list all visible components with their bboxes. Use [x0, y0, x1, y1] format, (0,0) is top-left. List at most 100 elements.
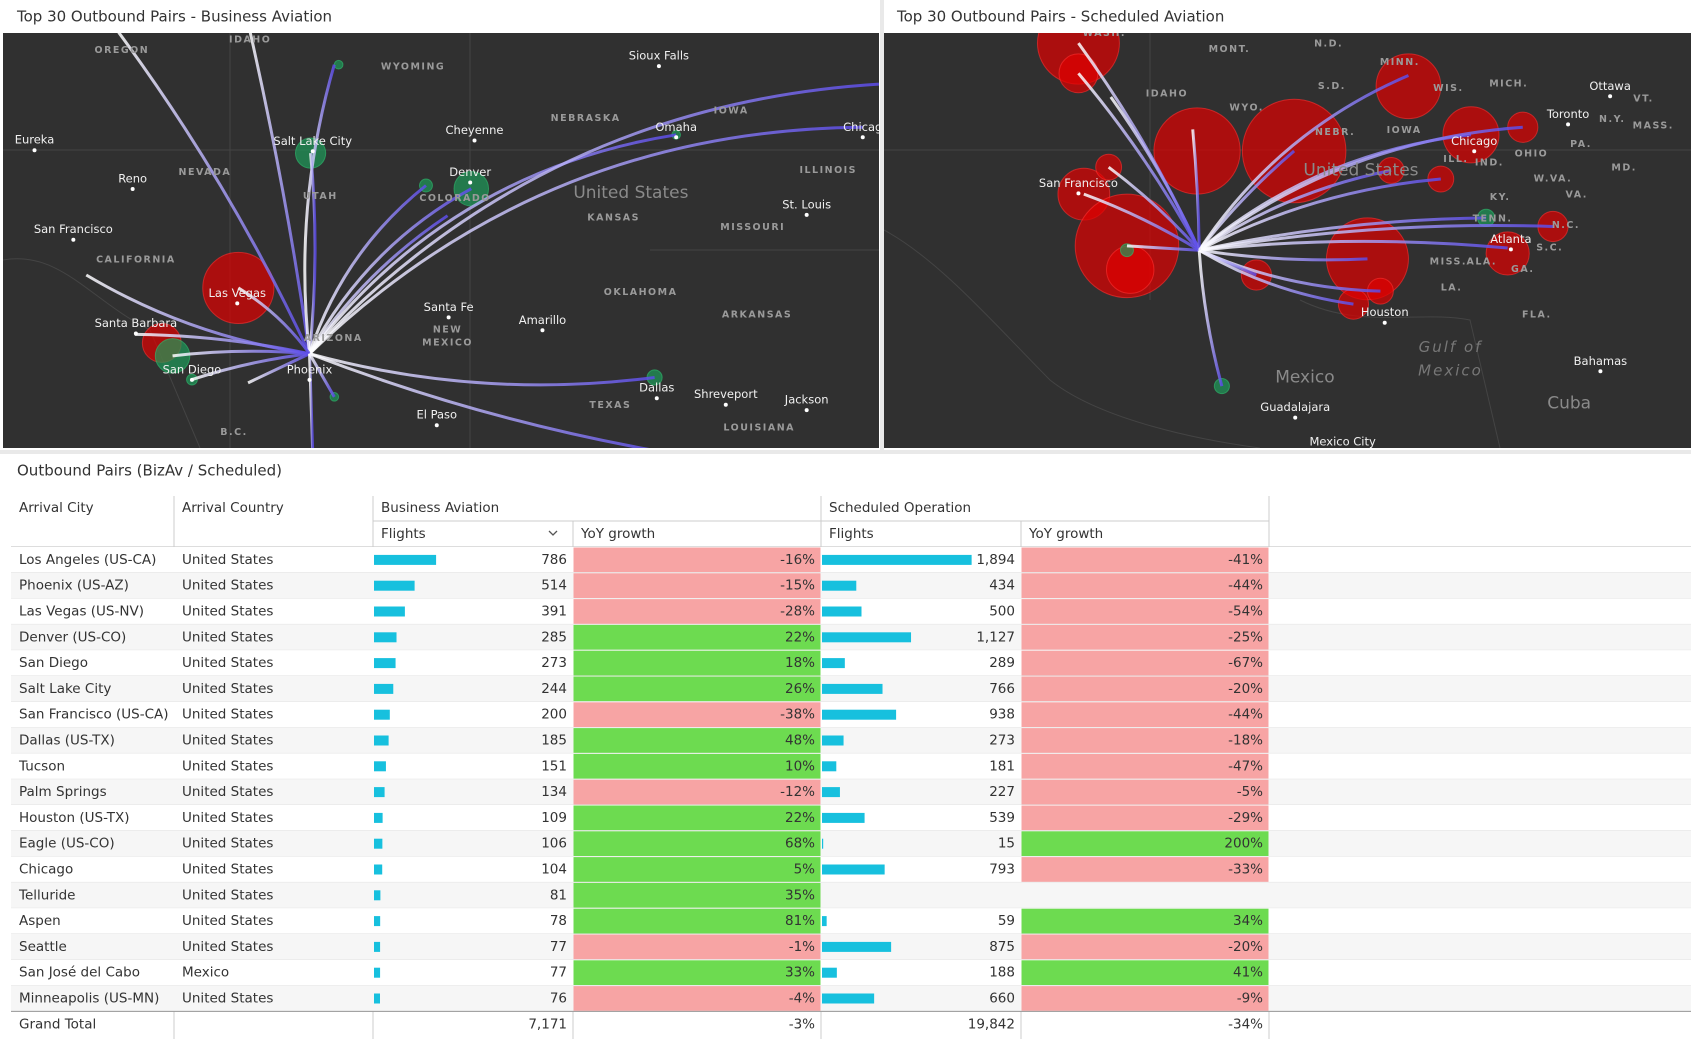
data-bar [374, 761, 386, 772]
cell-growth: 33% [785, 965, 815, 981]
region-label: IDAHO [229, 34, 271, 45]
cell-growth: 22% [785, 629, 815, 645]
region-label: ARKANSAS [722, 309, 792, 320]
cell-city: Denver (US-CO) [19, 629, 126, 645]
region-label: OREGON [95, 45, 150, 56]
growth-cell [1021, 753, 1269, 779]
region-label: NEBRASKA [551, 113, 621, 124]
cell-city: Chicago [19, 862, 73, 878]
flow-arc [1191, 129, 1201, 251]
row-bg [11, 779, 1691, 805]
cell-growth: 26% [785, 681, 815, 697]
city-label: Houston [1361, 305, 1409, 319]
data-bar [374, 709, 390, 720]
region-label: IDAHO [1146, 88, 1188, 99]
cell-growth: -28% [780, 604, 815, 620]
city-label: Las Vegas [209, 286, 267, 300]
flow-arc [308, 352, 650, 448]
region-label: MINN. [1380, 57, 1420, 68]
flow-arc [1199, 248, 1368, 262]
column-header: Flights [381, 526, 426, 542]
city-label: St. Louis [782, 197, 831, 211]
data-bar [374, 606, 405, 617]
flow-arc [191, 352, 310, 382]
growth-cell [573, 753, 821, 779]
cell-growth: -44% [1228, 578, 1263, 594]
flow-arc [1198, 177, 1441, 252]
region-label: OHIO [1515, 149, 1549, 160]
cell-growth: -38% [780, 707, 815, 723]
data-bar [822, 916, 827, 927]
city-label: Eureka [15, 133, 55, 147]
flow-arc [134, 332, 310, 356]
growth-cell [1021, 779, 1269, 805]
cell-growth: -20% [1228, 681, 1263, 697]
region-label: MEXICO [422, 337, 473, 348]
city-label: Cheyenne [446, 123, 504, 137]
flow-arc [308, 82, 879, 355]
region-label: KY. [1490, 192, 1511, 203]
region-label: N.D. [1314, 39, 1343, 50]
city-label: Mexico City [1309, 435, 1376, 449]
data-bar [374, 812, 383, 823]
cell-growth: -41% [1228, 552, 1263, 568]
column-header: Arrival City [19, 500, 94, 516]
cell-city: San Diego [19, 655, 88, 671]
data-bar [374, 864, 383, 875]
row-bg [11, 727, 1691, 754]
flow-arc [1197, 250, 1224, 387]
city-label: Ottawa [1589, 79, 1631, 93]
sort-dropdown [548, 530, 558, 536]
city-dot [1598, 369, 1603, 374]
region-label: MISSOURI [720, 222, 785, 233]
cell-flights: 391 [541, 604, 567, 620]
region-label: MD. [1611, 163, 1636, 174]
data-bar [822, 683, 883, 694]
cell-city: Los Angeles (US-CA) [19, 552, 156, 568]
column-header: Scheduled Operation [829, 500, 971, 516]
flow-arc [1198, 248, 1257, 277]
region-label: LA. [1441, 282, 1463, 293]
city-label: Denver [449, 165, 491, 179]
data-bar [822, 812, 865, 823]
growth-cell [1021, 728, 1269, 753]
cell-growth: -44% [1228, 707, 1263, 723]
data-bar [374, 993, 381, 1004]
cell-flights: 76 [550, 991, 567, 1007]
cell-growth: -18% [1228, 733, 1263, 749]
city-label: Chicago [1451, 134, 1497, 148]
growth-cell [573, 702, 821, 728]
flow-arc [303, 64, 336, 354]
cell-growth: -1% [789, 939, 815, 955]
cell-country: Mexico [182, 965, 229, 981]
column-header: Business Aviation [381, 500, 499, 516]
growth-cell [1021, 573, 1269, 599]
city-label: Bahamas [1574, 354, 1628, 368]
cell-flights: 500 [989, 604, 1015, 620]
cell-flights: 188 [989, 965, 1015, 981]
city-dot [310, 149, 315, 154]
data-bar [374, 967, 381, 978]
flow-arc [308, 184, 427, 355]
city-dot [472, 138, 477, 143]
growth-cell [573, 650, 821, 676]
cell-city: Seattle [19, 939, 67, 955]
cell-growth: -67% [1228, 655, 1263, 671]
cell-flights: 1,127 [976, 629, 1015, 645]
growth-cell [1021, 547, 1269, 573]
cell-city: Dallas (US-TX) [19, 733, 115, 749]
city-dot [130, 187, 135, 192]
cell-growth: -5% [1237, 784, 1263, 800]
region-label: IOWA [714, 106, 749, 117]
data-bar [822, 941, 892, 952]
growth-cell [573, 882, 821, 908]
cell-flights: 59 [998, 913, 1015, 929]
city-dot [1076, 191, 1081, 196]
data-bar [374, 735, 389, 746]
flow-arc [308, 352, 336, 398]
city-label: Shreveport [694, 387, 758, 401]
cell-city: Eagle (US-CO) [19, 836, 115, 852]
cell-growth: -25% [1228, 629, 1263, 645]
data-bar [374, 838, 383, 849]
flow-arc [1198, 149, 1296, 252]
